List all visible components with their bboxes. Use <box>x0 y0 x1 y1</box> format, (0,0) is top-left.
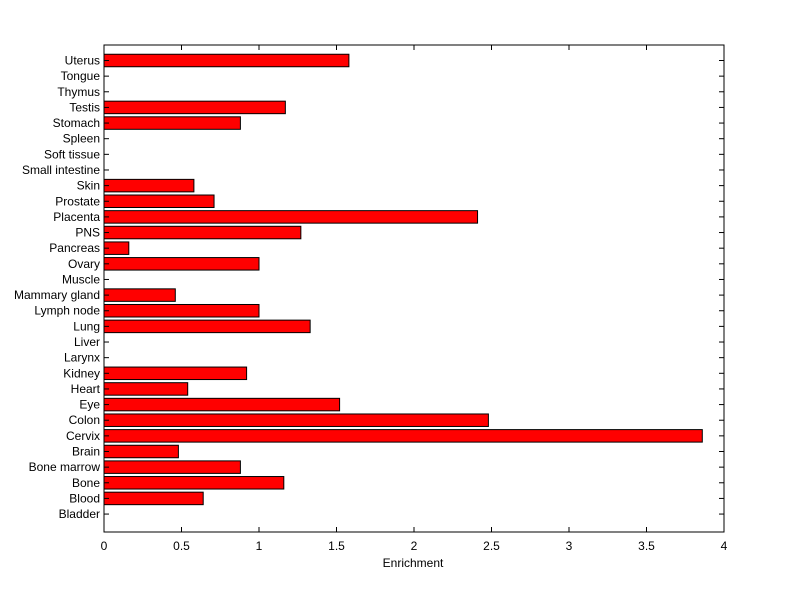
bar <box>103 382 189 396</box>
bar <box>103 53 350 68</box>
x-tick-label: 0 <box>101 539 108 553</box>
y-tick-label: Ovary <box>68 257 100 271</box>
x-axis-title: Enrichment <box>383 556 444 570</box>
y-tick-label: Uterus <box>65 54 100 68</box>
y-tick-label: Small intestine <box>22 163 100 177</box>
bar <box>103 116 241 130</box>
y-tick-label: Eye <box>79 398 100 412</box>
y-tick-label: Bone <box>72 476 100 490</box>
bar <box>103 210 479 224</box>
y-tick-label: Liver <box>74 335 100 349</box>
x-tick-label: 1 <box>256 539 263 553</box>
y-tick-label: Blood <box>69 491 100 505</box>
y-tick-label: Skin <box>77 179 100 193</box>
bar <box>103 257 260 271</box>
y-tick-label: PNS <box>75 226 100 240</box>
y-tick-label: Pancreas <box>49 241 100 255</box>
x-tick-label: 3 <box>566 539 573 553</box>
y-tick-label: Bone marrow <box>29 460 101 474</box>
x-tick-label: 2 <box>411 539 418 553</box>
bar <box>103 225 302 240</box>
bar <box>103 100 286 115</box>
y-tick-label: Larynx <box>64 351 100 365</box>
y-tick-label: Mammary gland <box>14 288 100 302</box>
y-tick-label: Prostate <box>55 194 100 208</box>
bar <box>103 460 241 474</box>
x-tick-labels: 0 0.5 1 1.5 2 2.5 3 3.5 4 <box>101 539 728 553</box>
y-tick-label: Soft tissue <box>44 147 100 161</box>
y-tick-label: Colon <box>69 413 100 427</box>
y-tick-label: Bladder <box>59 507 100 521</box>
bar <box>103 288 176 302</box>
y-tick-label: Stomach <box>53 116 100 130</box>
y-tick-label: Spleen <box>63 132 100 146</box>
bar <box>103 413 489 427</box>
y-tick-label: Tongue <box>61 69 101 83</box>
plot-frame <box>103 44 725 533</box>
bar <box>103 194 215 209</box>
y-tick-label: Testis <box>69 100 100 114</box>
bar <box>103 303 260 318</box>
y-tick-label: Lymph node <box>34 304 100 318</box>
y-tick-label: Lung <box>73 319 100 333</box>
y-tick-label: Cervix <box>66 429 100 443</box>
y-tick-label: Kidney <box>63 366 100 380</box>
y-tick-label: Heart <box>71 382 101 396</box>
y-tick-label: Placenta <box>53 210 100 224</box>
bar <box>103 178 195 193</box>
x-tick-label: 0.5 <box>173 539 190 553</box>
bar <box>103 491 204 506</box>
x-tick-label: 1.5 <box>328 539 345 553</box>
bar <box>103 319 311 334</box>
bar <box>103 476 285 490</box>
x-tick-label: 4 <box>721 539 728 553</box>
bar <box>103 429 703 443</box>
bar <box>103 366 248 381</box>
y-tick-label: Thymus <box>57 85 100 99</box>
x-tick-label: 2.5 <box>483 539 500 553</box>
y-tick-label: Brain <box>72 445 100 459</box>
bar <box>103 397 341 412</box>
bar <box>103 444 179 459</box>
x-tick-label: 3.5 <box>638 539 655 553</box>
y-tick-label: Muscle <box>62 272 100 286</box>
